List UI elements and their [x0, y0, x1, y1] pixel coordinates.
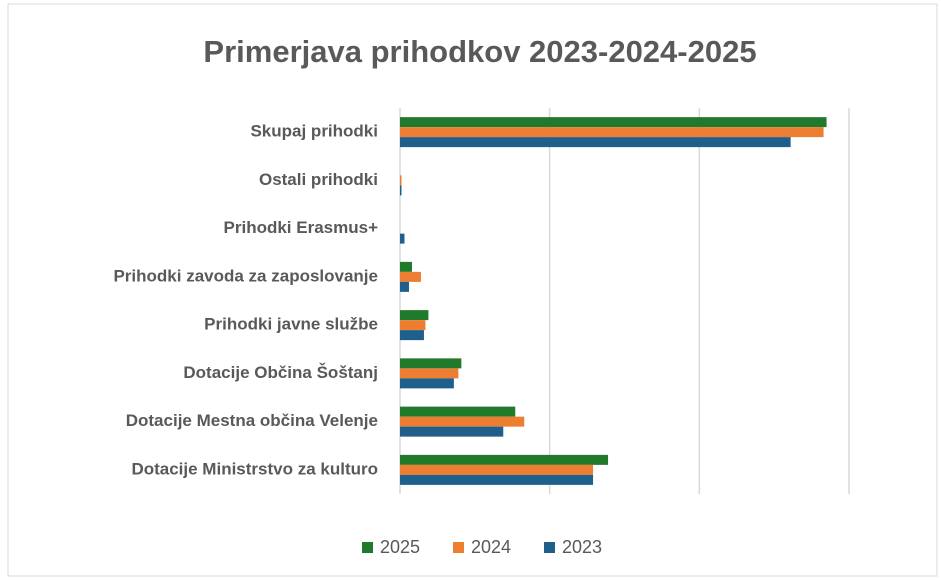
legend-label: 2024	[471, 537, 511, 557]
bar	[400, 281, 409, 292]
bar	[400, 310, 429, 321]
bar	[400, 358, 462, 369]
bar	[400, 474, 594, 485]
y-tick-label: Prihodki zavoda za zaposlovanje	[113, 266, 378, 285]
y-tick-label: Prihodki Erasmus+	[224, 218, 379, 237]
legend-label: 2025	[380, 537, 420, 557]
chart-title: Primerjava prihodkov 2023-2024-2025	[203, 34, 756, 69]
bar	[400, 175, 402, 186]
y-tick-label: Prihodki javne službe	[204, 315, 378, 334]
y-tick-label: Dotacije Mestna občina Velenje	[126, 411, 378, 430]
bar	[400, 416, 525, 427]
bar	[400, 127, 824, 138]
legend-label: 2023	[562, 537, 602, 557]
legend-swatch	[453, 542, 464, 553]
bar	[400, 320, 426, 331]
bar	[400, 464, 594, 475]
bar	[400, 330, 424, 341]
bar	[400, 406, 516, 417]
bar	[400, 185, 402, 196]
bar	[400, 137, 791, 148]
chart-frame	[7, 3, 938, 577]
bar	[400, 117, 827, 128]
bar	[400, 378, 454, 389]
bar	[400, 233, 405, 244]
y-tick-label: Ostali prihodki	[259, 170, 378, 189]
legend-swatch	[362, 542, 373, 553]
bar	[400, 454, 609, 465]
y-tick-label: Dotacije Ministrstvo za kulturo	[131, 459, 378, 478]
bar	[400, 261, 412, 272]
bar	[400, 426, 504, 437]
bar	[400, 271, 421, 282]
legend-swatch	[544, 542, 555, 553]
y-tick-label: Dotacije Občina Šoštanj	[183, 363, 378, 382]
bar	[400, 368, 459, 379]
y-tick-label: Skupaj prihodki	[250, 122, 378, 141]
